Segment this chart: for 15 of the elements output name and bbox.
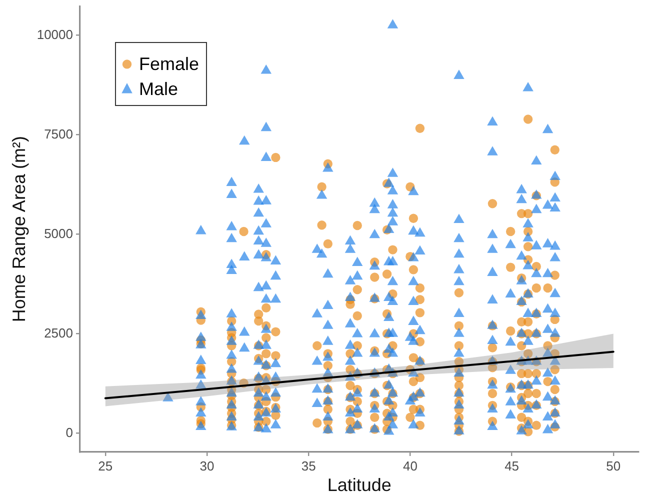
x-tick-label: 45 bbox=[504, 458, 520, 474]
x-tick-label: 35 bbox=[301, 458, 316, 474]
y-axis-title: Home Range Area (m²) bbox=[8, 136, 29, 322]
y-tick-label: 0 bbox=[66, 424, 73, 440]
x-tick-label: 50 bbox=[606, 458, 621, 474]
x-axis-title: Latitude bbox=[327, 475, 392, 496]
y-tick-label: 10000 bbox=[36, 26, 73, 42]
legend-label: Male bbox=[139, 79, 178, 100]
y-tick-label: 2500 bbox=[44, 325, 73, 340]
legend-label: Female bbox=[139, 54, 200, 74]
x-tick-label: 25 bbox=[98, 458, 113, 474]
x-tick-label: 30 bbox=[200, 458, 214, 474]
x-tick-label: 40 bbox=[402, 458, 418, 474]
y-tick-label: 5000 bbox=[44, 226, 73, 241]
y-tick-label: 7500 bbox=[44, 126, 73, 142]
